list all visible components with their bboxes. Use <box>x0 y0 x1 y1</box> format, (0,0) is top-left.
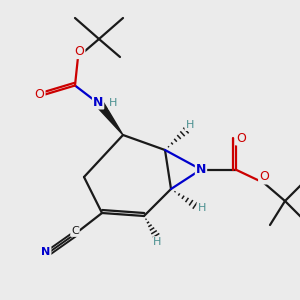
Polygon shape <box>98 103 123 135</box>
Text: N: N <box>93 95 103 109</box>
Text: C: C <box>71 226 79 236</box>
Text: O: O <box>259 170 269 184</box>
Text: H: H <box>109 98 117 109</box>
Text: H: H <box>197 203 206 213</box>
Text: N: N <box>196 163 206 176</box>
Text: O: O <box>35 88 44 101</box>
Text: H: H <box>153 237 162 247</box>
Text: N: N <box>41 247 50 257</box>
Text: H: H <box>185 120 194 130</box>
Text: O: O <box>75 45 84 58</box>
Text: O: O <box>236 131 246 145</box>
